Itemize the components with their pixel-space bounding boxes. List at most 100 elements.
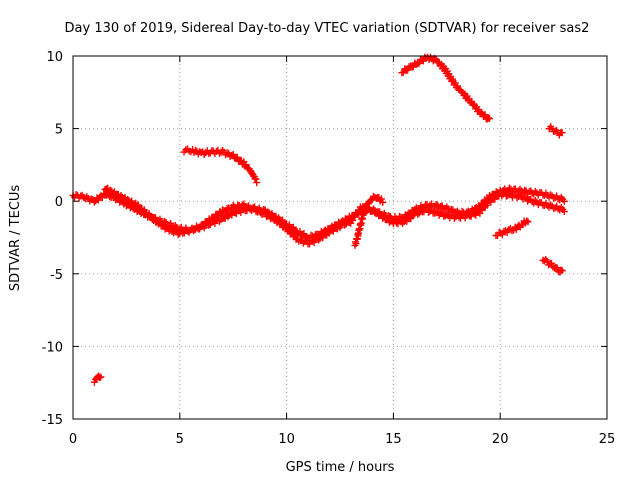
data-point (362, 206, 370, 214)
data-point (106, 186, 114, 194)
data-point (124, 195, 132, 203)
x-tick-label: 5 (176, 432, 184, 447)
data-point (291, 231, 299, 239)
data-point (432, 208, 440, 216)
data-point (134, 201, 142, 209)
x-tick-label: 25 (599, 432, 616, 447)
series-spur-near-13-5h (351, 192, 387, 249)
data-point (558, 267, 566, 275)
data-point (90, 198, 98, 206)
data-point (174, 230, 182, 238)
data-point (252, 175, 260, 183)
plot-frame (72, 55, 608, 420)
data-point (190, 226, 198, 234)
data-point (547, 191, 555, 199)
data-point (222, 208, 230, 216)
data-point (240, 200, 248, 208)
data-point (560, 197, 568, 205)
chart-title: Day 130 of 2019, Sidereal Day-to-day VTE… (65, 21, 590, 36)
data-point (161, 217, 169, 225)
data-point (97, 373, 105, 381)
data-point (487, 198, 495, 206)
data-point (171, 226, 179, 234)
data-point (498, 231, 506, 239)
data-point (472, 211, 480, 219)
data-point (463, 211, 471, 219)
data-point (315, 236, 323, 244)
data-point (77, 192, 85, 200)
series-segment-19-8-21-3h (492, 217, 532, 240)
data-point (289, 223, 297, 231)
data-point (553, 264, 561, 272)
x-tick-label: 20 (492, 432, 509, 447)
data-point (373, 208, 381, 216)
data-point (500, 227, 508, 235)
series-segment-22-0-22-9h (539, 255, 566, 276)
data-point (253, 179, 261, 187)
data-point (531, 197, 539, 205)
data-marks (69, 53, 568, 386)
data-point (432, 200, 440, 208)
data-point (260, 208, 268, 216)
data-point (380, 212, 388, 220)
data-point (223, 205, 231, 213)
data-point (298, 236, 306, 244)
series-segment-1-0-1-3h (90, 372, 105, 386)
y-tick-label: -15 (42, 413, 63, 428)
data-point (521, 193, 529, 201)
data-point (404, 66, 412, 74)
y-tick-label: -10 (42, 340, 63, 355)
data-point (377, 195, 385, 203)
data-point (310, 239, 318, 247)
x-axis-label: GPS time / hours (286, 460, 395, 475)
series-segment-5-8-6h (180, 145, 261, 187)
grid (73, 56, 607, 419)
data-point (547, 201, 555, 209)
data-point (379, 198, 387, 206)
data-point (428, 206, 436, 214)
data-point (224, 213, 232, 221)
data-point (251, 204, 259, 212)
data-point (486, 115, 494, 123)
data-point (241, 203, 249, 211)
data-point (525, 188, 533, 196)
data-point (403, 217, 411, 225)
data-point (483, 201, 491, 209)
data-point (341, 221, 349, 229)
x-tick-label: 0 (69, 432, 77, 447)
data-point (547, 259, 555, 267)
series-segment-22-3-22-9h (545, 123, 566, 139)
data-point (147, 213, 155, 221)
axis-ticks: 0 5 10 15 20 25 -15 -10 -5 0 5 10 (42, 50, 616, 447)
data-point (560, 208, 568, 216)
data-point (80, 193, 88, 201)
x-tick-label: 15 (385, 432, 402, 447)
data-point (481, 111, 489, 119)
data-point (183, 227, 191, 235)
data-point (156, 218, 164, 226)
data-point (191, 146, 199, 154)
data-point (287, 229, 295, 237)
data-point (443, 210, 451, 218)
data-point (369, 205, 377, 213)
data-point (229, 150, 237, 158)
data-point (296, 227, 304, 235)
data-point (522, 194, 530, 202)
data-point (140, 206, 148, 214)
data-point (531, 187, 539, 195)
data-point (505, 189, 513, 197)
data-point (296, 235, 304, 243)
data-point (453, 82, 461, 90)
data-point (524, 218, 532, 226)
data-point (242, 161, 250, 169)
data-point (414, 210, 422, 218)
data-point (264, 211, 272, 219)
y-axis-label: SDTVAR / TECUs (8, 185, 23, 292)
y-tick-label: -5 (50, 268, 63, 283)
y-tick-label: 5 (55, 123, 63, 138)
data-point (431, 209, 439, 217)
data-point (213, 212, 221, 220)
data-point (558, 129, 566, 137)
data-point (329, 227, 337, 235)
